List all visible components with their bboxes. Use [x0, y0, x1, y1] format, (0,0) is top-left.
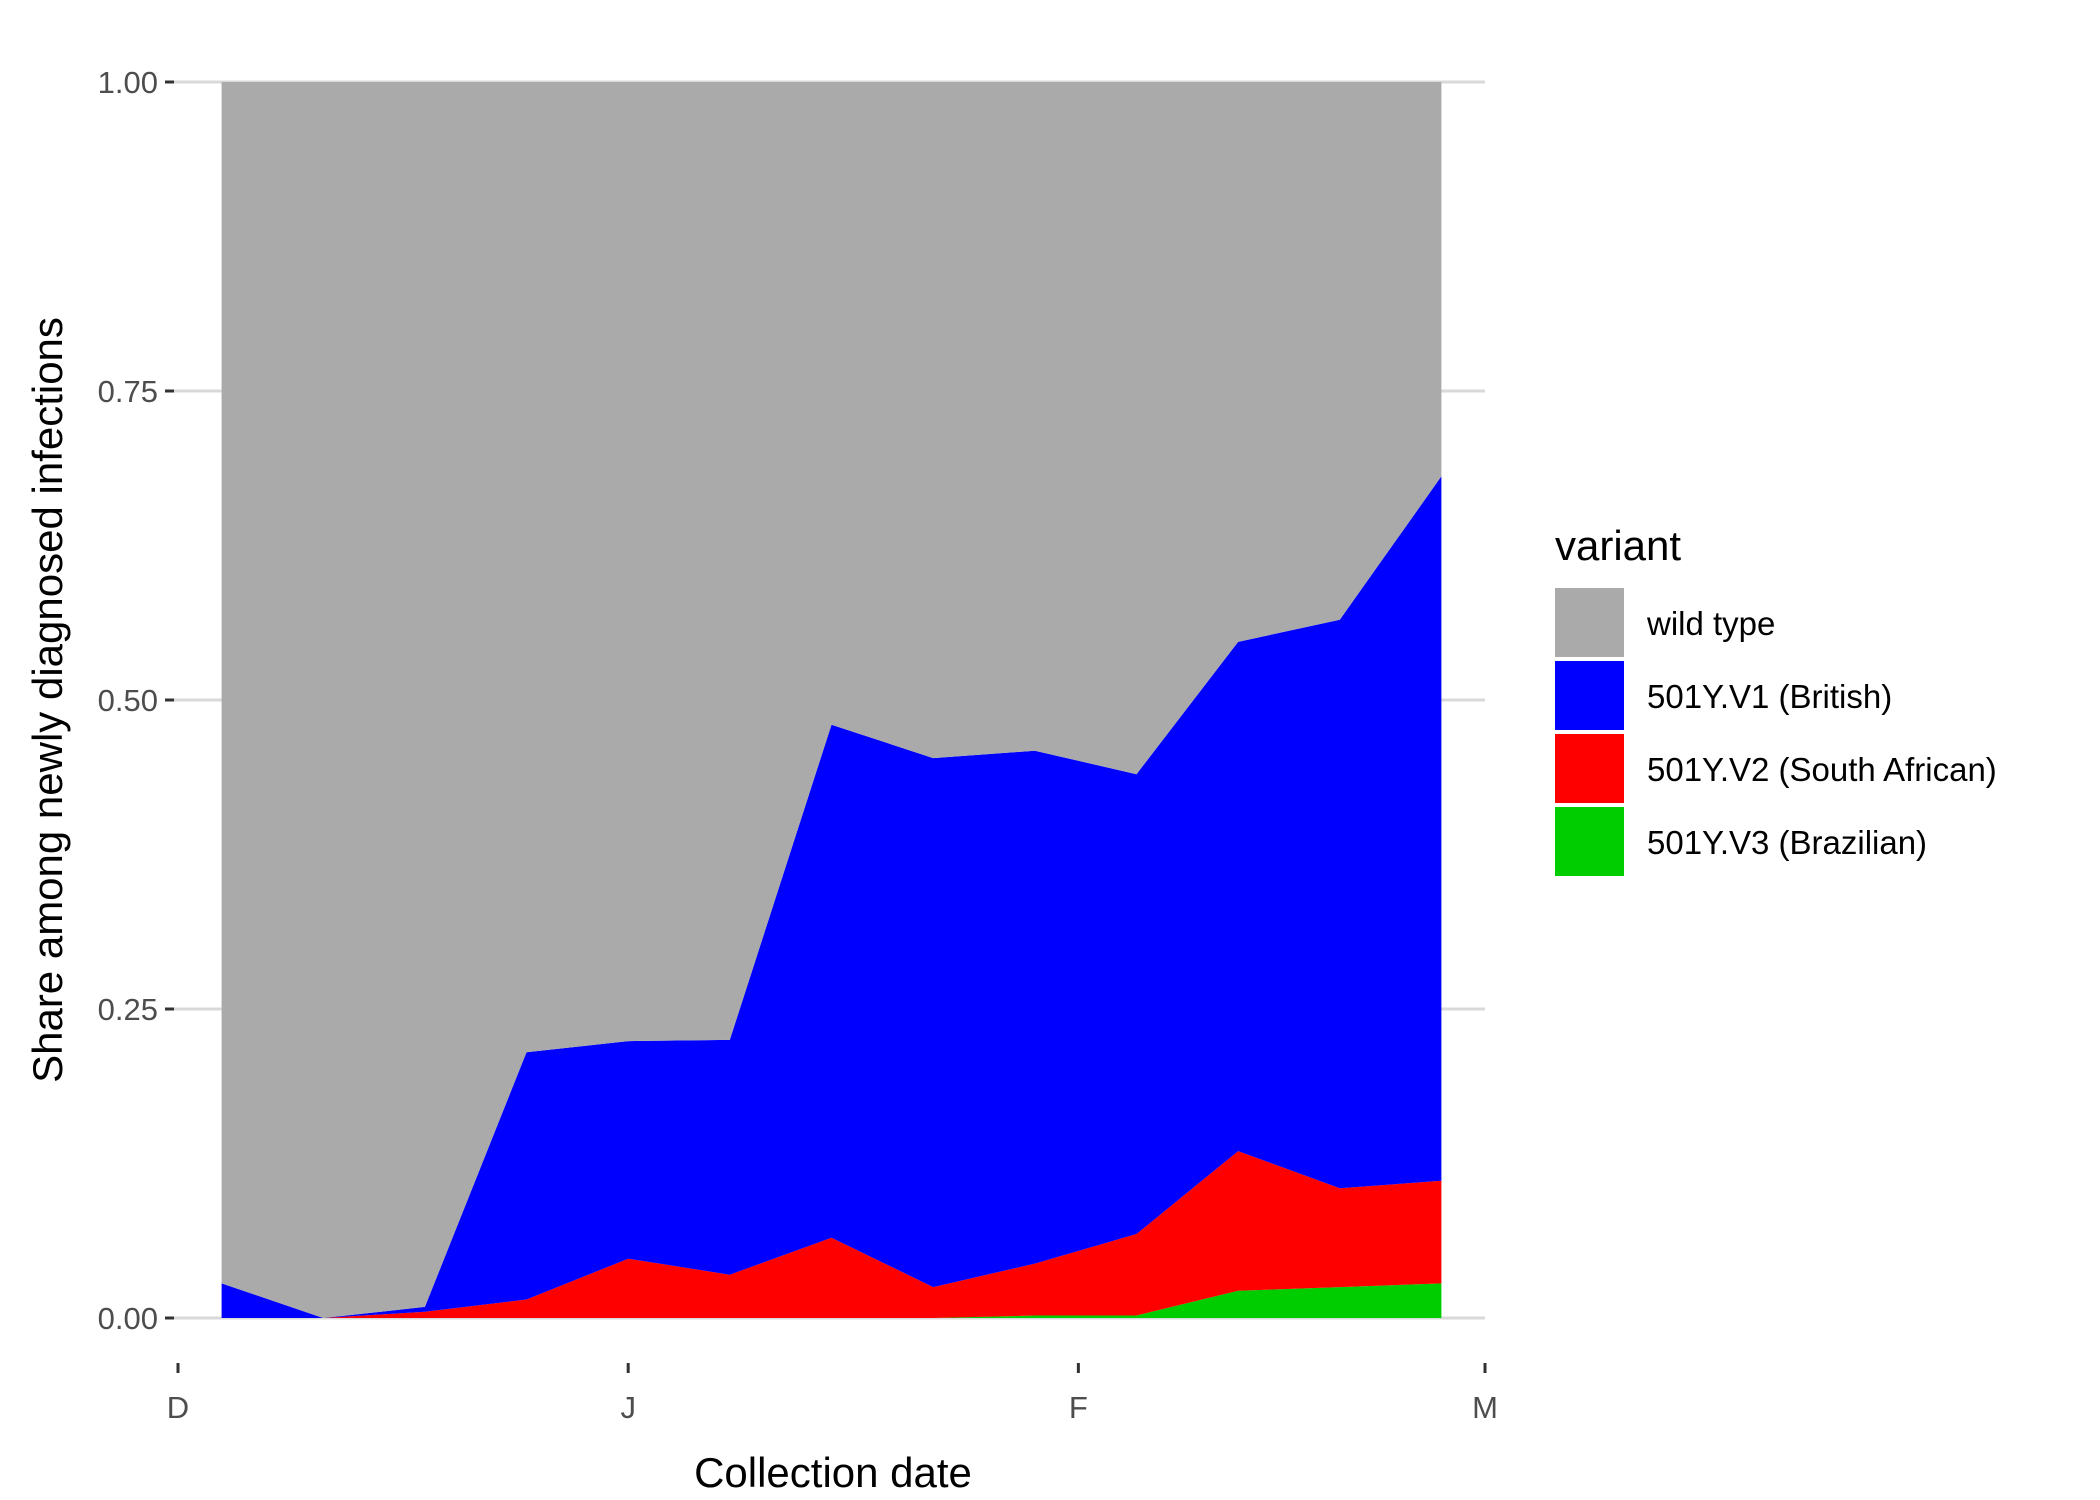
legend-swatch — [1555, 807, 1624, 876]
y-axis-title: Share among newly diagnosed infections — [24, 317, 71, 1083]
y-tick-label: 0.50 — [98, 683, 158, 718]
x-tick-label: D — [167, 1390, 189, 1425]
x-axis-title: Collection date — [694, 1449, 972, 1496]
y-tick-label: 0.75 — [98, 374, 158, 409]
legend-swatch — [1555, 734, 1624, 803]
x-tick-label: M — [1472, 1390, 1498, 1425]
legend-label: 501Y.V2 (South African) — [1647, 751, 1997, 788]
x-tick-label: J — [620, 1390, 636, 1425]
area-501y-v2-south-african — [221, 1151, 1442, 1318]
legend-label: wild type — [1646, 605, 1775, 642]
legend-swatch — [1555, 661, 1624, 730]
legend-swatch — [1555, 588, 1624, 657]
y-tick-label: 1.00 — [98, 65, 158, 100]
y-tick-label: 0.25 — [98, 992, 158, 1027]
area-501y-v3-brazilian — [221, 1283, 1442, 1318]
legend-label: 501Y.V1 (British) — [1647, 678, 1892, 715]
legend: variant wild type 501Y.V1 (British) 501Y.V… — [1555, 522, 1997, 876]
y-tick-label: 0.00 — [98, 1301, 158, 1336]
area-501y-v1-british — [221, 476, 1442, 1318]
area-layers — [221, 82, 1442, 1318]
area-wild-type — [221, 82, 1442, 1318]
legend-title: variant — [1555, 522, 1681, 569]
x-tick-label: F — [1069, 1390, 1088, 1425]
y-axis: 0.00 0.25 0.50 0.75 1.00 — [98, 65, 174, 1336]
legend-label: 501Y.V3 (Brazilian) — [1647, 824, 1927, 861]
